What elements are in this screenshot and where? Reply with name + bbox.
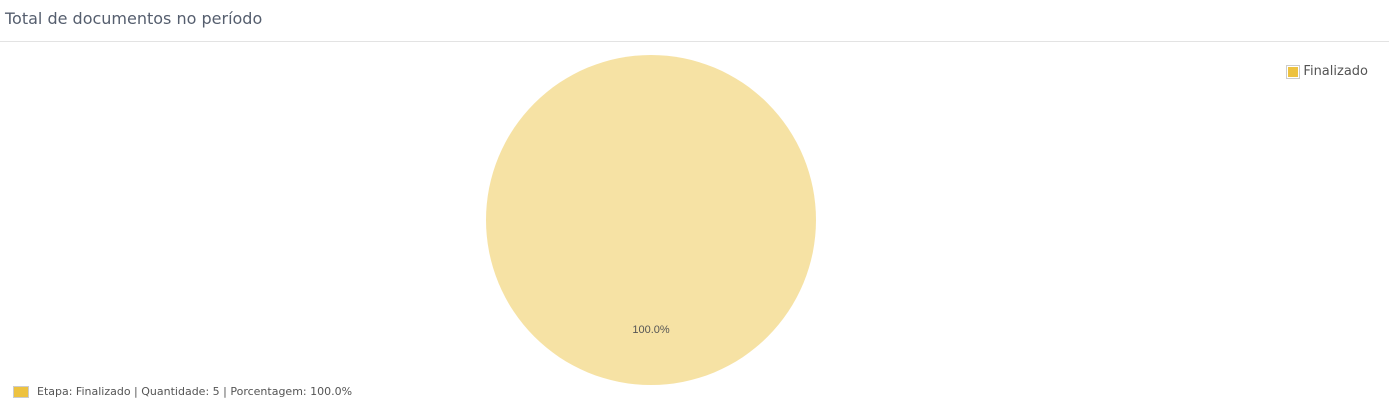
slice-label: 100.0% [632, 324, 670, 336]
pie-slice[interactable] [486, 55, 816, 385]
summary-text: Etapa: Finalizado | Quantidade: 5 | Porc… [37, 385, 353, 398]
summary-swatch [13, 385, 29, 398]
legend-label: Finalizado [1303, 64, 1368, 79]
legend: Finalizado [1286, 64, 1368, 79]
chart-title: Total de documentos no período [5, 9, 263, 28]
legend-swatch [1286, 64, 1301, 79]
divider [0, 41, 1389, 42]
summary-row: Etapa: Finalizado | Quantidade: 5 | Porc… [13, 385, 352, 398]
